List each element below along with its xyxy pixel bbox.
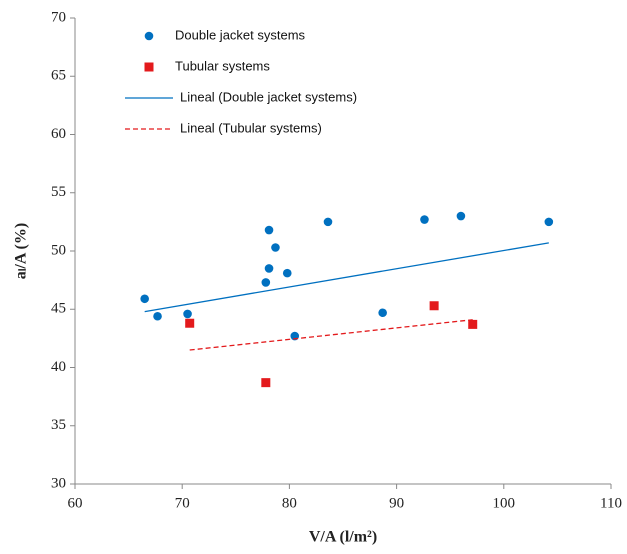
point: [261, 378, 271, 388]
point: [264, 225, 274, 235]
point: [264, 264, 274, 273]
point: [323, 217, 333, 227]
point: [185, 318, 195, 328]
legend-symbol: [144, 62, 154, 72]
y-tick-label: 70: [51, 9, 66, 25]
x-tick-label: 90: [389, 495, 404, 511]
point: [544, 217, 554, 227]
x-tick-label: 100: [493, 495, 516, 511]
x-tick-label: 60: [68, 495, 83, 511]
y-tick-label: 50: [51, 242, 66, 258]
point: [378, 308, 387, 318]
legend-label: Double jacket systems: [175, 27, 306, 42]
legend-label: Lineal (Tubular systems): [180, 120, 322, 135]
y-tick-label: 30: [51, 475, 66, 491]
point: [261, 278, 271, 287]
y-tick-label: 35: [51, 417, 66, 433]
point: [153, 311, 162, 321]
point: [140, 294, 149, 304]
legend-symbol: [144, 31, 154, 41]
y-axis-label: aₗ/A (%): [13, 223, 30, 279]
point: [456, 211, 466, 221]
x-axis-label: V/A (l/m²): [309, 529, 377, 546]
x-tick-label: 110: [600, 495, 622, 511]
point: [420, 215, 429, 224]
legend-label: Lineal (Double jacket systems): [180, 89, 357, 104]
point: [468, 319, 478, 329]
trend-line: [189, 319, 473, 351]
y-tick-label: 60: [51, 126, 66, 142]
point: [183, 309, 192, 319]
point: [282, 268, 292, 278]
y-tick-label: 45: [51, 301, 66, 317]
y-tick-label: 55: [51, 184, 66, 200]
y-tick-label: 40: [51, 359, 66, 375]
x-tick-label: 70: [175, 495, 190, 511]
point: [271, 243, 280, 252]
x-tick-label: 80: [282, 495, 297, 511]
point: [429, 301, 439, 311]
y-tick-label: 65: [51, 68, 66, 84]
trend-line: [144, 242, 549, 313]
legend-label: Tubular systems: [175, 58, 270, 73]
